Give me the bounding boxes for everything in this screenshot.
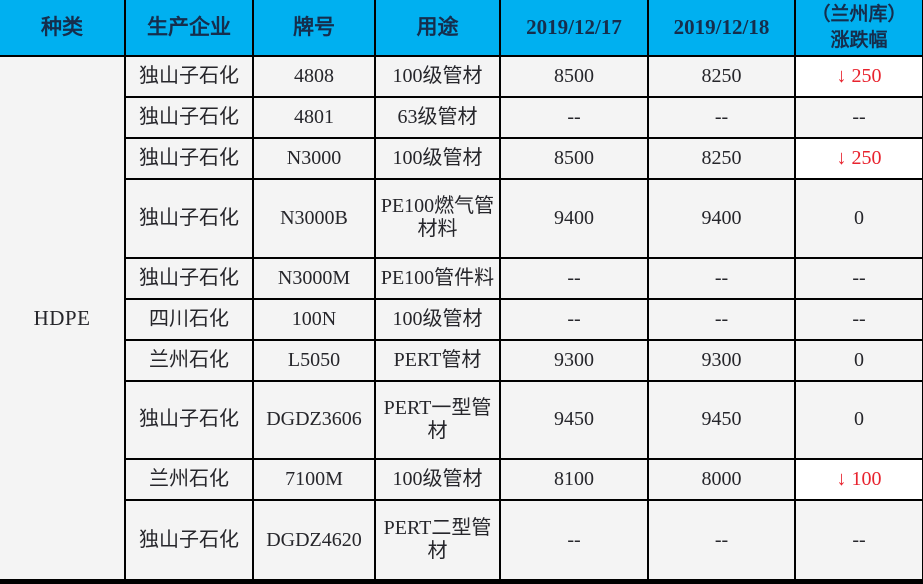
cell-change: ↓ 250 (794, 136, 923, 180)
cell-grade: DGDZ4620 (252, 499, 376, 583)
cell-use: PERT二型管材 (374, 499, 501, 583)
header-cell-grade: 牌号 (252, 0, 376, 57)
cell-use: PE100管件料 (374, 256, 501, 300)
cell-price-18: -- (647, 256, 796, 300)
change-value: -- (852, 105, 866, 128)
cell-grade: N3000 (252, 136, 376, 180)
cell-price-17: -- (499, 499, 649, 583)
table-row: 四川石化 100N 100级管材 -- -- -- (0, 297, 923, 341)
change-value: 250 (851, 146, 882, 169)
cell-producer: 独山子石化 (124, 379, 254, 461)
cell-price-18: 9300 (647, 338, 796, 382)
table-row: HDPE 独山子石化 4808 100级管材 8500 8250 ↓ 250 (0, 55, 923, 583)
cell-change: -- (794, 297, 923, 341)
cell-grade: DGDZ3606 (252, 379, 376, 461)
cell-price-17: -- (499, 256, 649, 300)
change-value: 0 (854, 206, 864, 229)
down-arrow-icon: ↓ (836, 146, 852, 169)
cell-producer: 独山子石化 (124, 256, 254, 300)
header-cell-type: 种类 (0, 0, 126, 57)
cell-price-18: 9450 (647, 379, 796, 461)
cell-price-17: 8500 (499, 136, 649, 180)
cell-price-17: 9300 (499, 338, 649, 382)
cell-price-17: 8100 (499, 458, 649, 502)
header-cell-date2: 2019/12/18 (647, 0, 796, 57)
cell-use: PE100燃气管材料 (374, 177, 501, 259)
cell-price-17: -- (499, 95, 649, 139)
cell-use: 100级管材 (374, 55, 501, 98)
cell-grade: N3000M (252, 256, 376, 300)
cell-price-18: 9400 (647, 177, 796, 259)
cell-producer: 独山子石化 (124, 95, 254, 139)
table-row: 兰州石化 L5050 PERT管材 9300 9300 0 (0, 338, 923, 382)
down-arrow-icon: ↓ (836, 468, 852, 491)
cell-use: PERT管材 (374, 338, 501, 382)
cell-price-17: -- (499, 297, 649, 341)
cell-price-17: 9400 (499, 177, 649, 259)
header-cell-use: 用途 (374, 0, 501, 57)
cell-producer: 独山子石化 (124, 136, 254, 180)
change-value: -- (852, 307, 866, 330)
cell-change: ↓ 100 (794, 458, 923, 502)
table-row: 独山子石化 4801 63级管材 -- -- -- (0, 95, 923, 139)
change-value: 100 (851, 468, 882, 491)
cell-price-17: 9450 (499, 379, 649, 461)
cell-price-18: 8250 (647, 136, 796, 180)
cell-producer: 独山子石化 (124, 177, 254, 259)
header-cell-date1: 2019/12/17 (499, 0, 649, 57)
cell-change: 0 (794, 379, 923, 461)
cell-change: -- (794, 499, 923, 583)
table-row: 独山子石化 N3000 100级管材 8500 8250 ↓ 250 (0, 136, 923, 180)
cell-producer: 独山子石化 (124, 499, 254, 583)
cell-change: -- (794, 256, 923, 300)
cell-change: 0 (794, 338, 923, 382)
header-cell-change: （兰州库） 涨跌幅 (794, 0, 923, 57)
change-value: 0 (854, 408, 864, 431)
header-cell-producer: 生产企业 (124, 0, 254, 57)
cell-change: 0 (794, 177, 923, 259)
cell-price-18: -- (647, 499, 796, 583)
cell-use: 100级管材 (374, 136, 501, 180)
table-row: 独山子石化 DGDZ4620 PERT二型管材 -- -- -- (0, 499, 923, 583)
cell-change: -- (794, 95, 923, 139)
header-row: 种类 生产企业 牌号 用途 2019/12/17 2019/12/18 （兰州库… (0, 0, 923, 57)
cell-producer: 兰州石化 (124, 338, 254, 382)
down-arrow-icon: ↓ (836, 64, 852, 87)
change-value: 250 (851, 64, 882, 87)
change-value: 0 (854, 348, 864, 371)
cell-price-18: 8250 (647, 55, 796, 98)
cell-producer: 独山子石化 (124, 55, 254, 98)
table-row: 独山子石化 DGDZ3606 PERT一型管材 9450 9450 0 (0, 379, 923, 461)
change-value: -- (852, 266, 866, 289)
header-change-line2: 涨跌幅 (830, 29, 888, 51)
change-value: -- (852, 528, 866, 551)
cell-use: 63级管材 (374, 95, 501, 139)
table-row: 独山子石化 N3000M PE100管件料 -- -- -- (0, 256, 923, 300)
cell-producer: 四川石化 (124, 297, 254, 341)
header-change-line1: （兰州库） (811, 3, 907, 25)
cell-grade: L5050 (252, 338, 376, 382)
cell-change: ↓ 250 (794, 55, 923, 98)
cell-price-18: -- (647, 297, 796, 341)
cell-use: PERT一型管材 (374, 379, 501, 461)
cell-grade: N3000B (252, 177, 376, 259)
cell-grade: 7100M (252, 458, 376, 502)
cell-producer: 兰州石化 (124, 458, 254, 502)
cell-grade: 4801 (252, 95, 376, 139)
cell-price-18: 8000 (647, 458, 796, 502)
cell-price-17: 8500 (499, 55, 649, 98)
category-cell: HDPE (0, 55, 126, 583)
cell-use: 100级管材 (374, 297, 501, 341)
table-row: 兰州石化 7100M 100级管材 8100 8000 ↓ 100 (0, 458, 923, 502)
cell-price-18: -- (647, 95, 796, 139)
cell-grade: 4808 (252, 55, 376, 98)
cell-use: 100级管材 (374, 458, 501, 502)
table-row: 独山子石化 N3000B PE100燃气管材料 9400 9400 0 (0, 177, 923, 259)
cell-grade: 100N (252, 297, 376, 341)
